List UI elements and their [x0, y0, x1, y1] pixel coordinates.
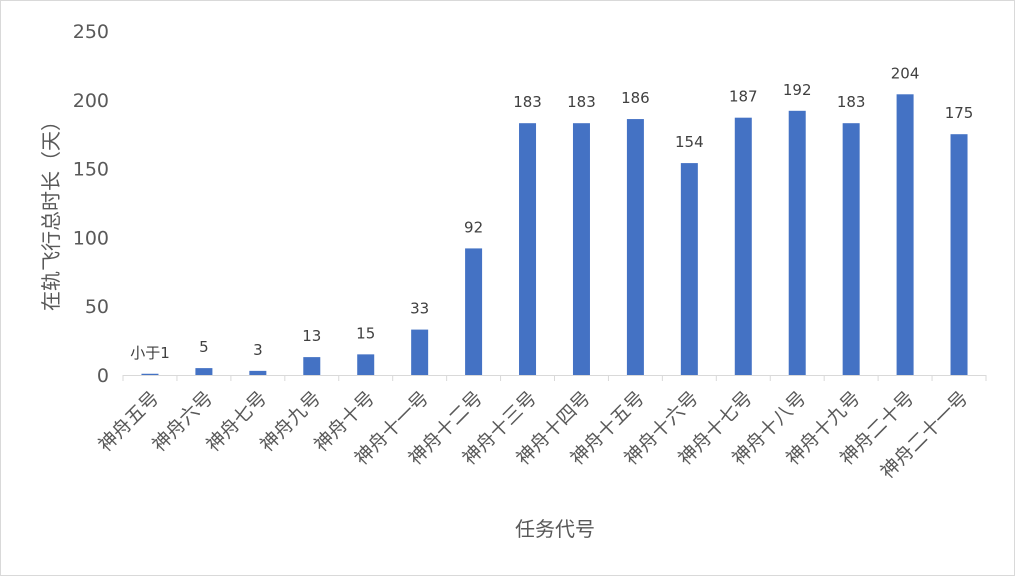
y-tick-label: 150 — [73, 159, 109, 181]
x-axis-tickmarks — [122, 375, 987, 381]
bar — [572, 123, 590, 375]
category-labels: 神舟五号神舟六号神舟七号神舟九号神舟十号神舟十一号神舟十二号神舟十三号神舟十四号… — [94, 387, 972, 483]
y-tick-label: 100 — [73, 227, 109, 249]
data-label: 175 — [945, 104, 974, 122]
data-label: 204 — [891, 64, 920, 82]
y-tick-label: 0 — [97, 365, 109, 387]
bar — [788, 110, 806, 376]
bar — [734, 117, 752, 376]
data-label: 183 — [837, 93, 866, 111]
bar — [195, 368, 213, 375]
data-label: 小于1 — [130, 344, 170, 362]
bar — [411, 329, 429, 375]
bar — [680, 163, 698, 375]
data-label: 33 — [410, 300, 429, 318]
y-tick-label: 250 — [73, 21, 109, 43]
bar — [357, 354, 375, 375]
bar — [303, 357, 321, 375]
bars — [141, 94, 968, 376]
data-label: 5 — [199, 338, 209, 356]
bar — [249, 370, 267, 375]
data-label: 186 — [621, 89, 650, 107]
data-label: 154 — [675, 133, 704, 151]
data-label: 15 — [356, 324, 375, 342]
bar — [950, 134, 968, 375]
bar — [465, 248, 483, 375]
data-label: 183 — [513, 93, 542, 111]
data-label: 3 — [253, 341, 263, 359]
bar — [842, 123, 860, 375]
bar — [141, 373, 159, 375]
x-axis-title: 任务代号 — [515, 517, 595, 541]
bar — [896, 94, 914, 376]
data-label: 183 — [567, 93, 596, 111]
data-label: 187 — [729, 88, 758, 106]
y-tick-label: 200 — [73, 90, 109, 112]
bar — [626, 119, 644, 376]
y-axis-ticks: 0 50 100 150 200 250 — [73, 21, 109, 387]
data-label: 192 — [783, 81, 812, 99]
data-labels: 小于1 5 3 13 15 33 92 183 183 186 154 187 192 183 204 175 — [130, 64, 973, 361]
y-tick-label: 50 — [85, 296, 109, 318]
y-axis-title: 在轨飞行总时长（天） — [39, 111, 63, 311]
bar — [519, 123, 537, 375]
data-label: 13 — [302, 327, 321, 345]
data-label: 92 — [464, 218, 483, 236]
